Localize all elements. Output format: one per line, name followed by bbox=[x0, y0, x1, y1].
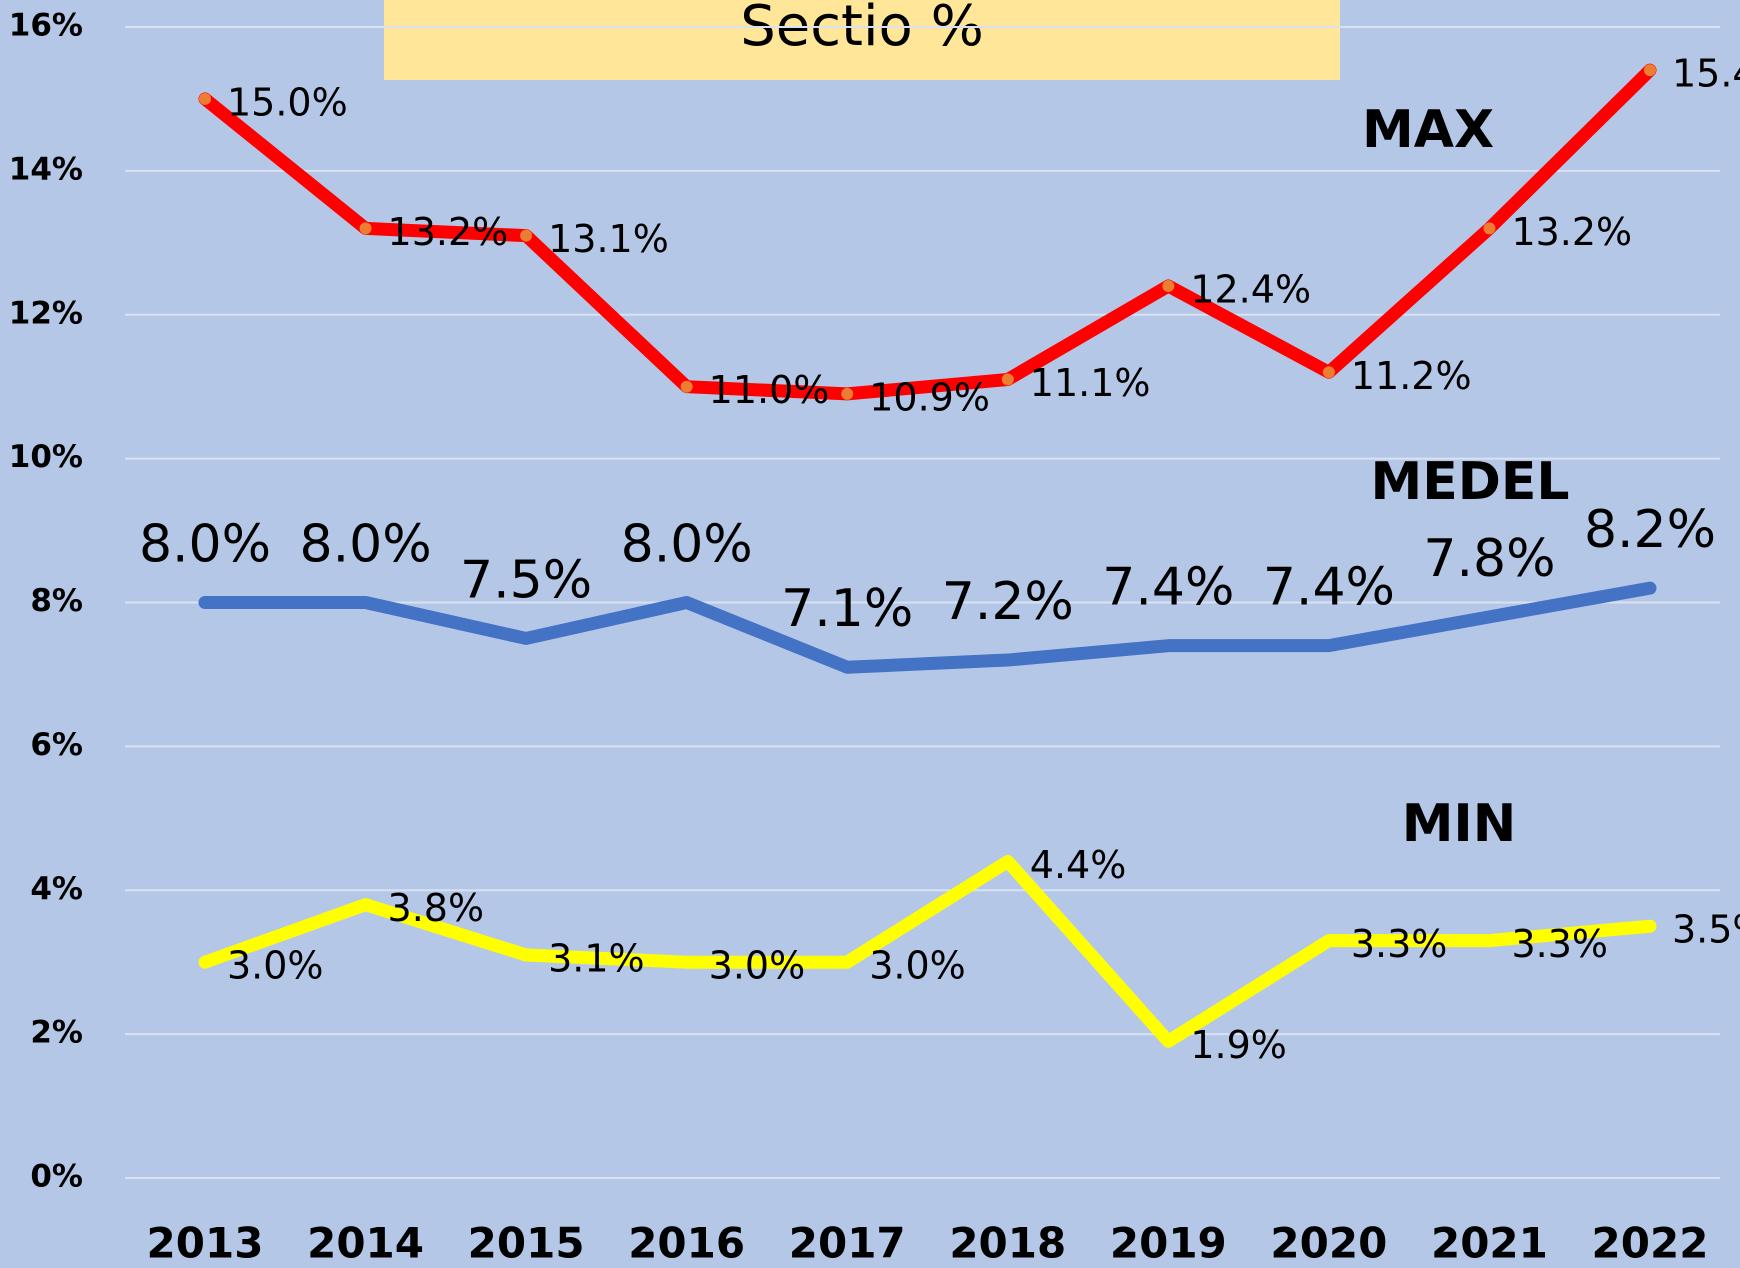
data-label: 13.1% bbox=[548, 217, 669, 261]
point-marker bbox=[520, 229, 533, 242]
data-label: 3.0% bbox=[869, 944, 966, 988]
point-marker bbox=[1001, 373, 1014, 386]
data-label: 8.0% bbox=[139, 515, 271, 575]
x-tick-label: 2020 bbox=[1270, 1219, 1387, 1268]
y-tick-label: 4% bbox=[30, 871, 83, 907]
series-line bbox=[198, 63, 1657, 401]
y-tick-label: 0% bbox=[30, 1159, 83, 1195]
data-label: 13.2% bbox=[1511, 210, 1632, 254]
data-label: 8.0% bbox=[621, 515, 753, 575]
data-label: 3.8% bbox=[388, 886, 485, 930]
data-label: 8.2% bbox=[1584, 500, 1716, 560]
data-label: 11.1% bbox=[1030, 361, 1151, 405]
data-label: 7.4% bbox=[1263, 558, 1395, 618]
y-tick-label: 6% bbox=[30, 727, 83, 763]
data-label: 1.9% bbox=[1190, 1023, 1287, 1067]
point-marker bbox=[199, 92, 211, 105]
data-label: 7.8% bbox=[1423, 529, 1555, 589]
point-marker bbox=[1644, 64, 1656, 77]
x-tick-label: 2021 bbox=[1431, 1219, 1548, 1268]
point-marker bbox=[359, 222, 372, 235]
data-label: 13.2% bbox=[388, 210, 509, 254]
y-tick-label: 2% bbox=[30, 1015, 83, 1051]
y-tick-label: 12% bbox=[9, 295, 83, 331]
point-marker bbox=[1322, 366, 1335, 379]
x-tick-label: 2022 bbox=[1592, 1219, 1709, 1268]
data-label: 15.4% bbox=[1672, 52, 1740, 96]
x-tick-label: 2019 bbox=[1110, 1219, 1227, 1268]
title-box bbox=[384, 0, 1340, 80]
data-label: 3.0% bbox=[227, 944, 324, 988]
chart-title: Sectio % bbox=[740, 0, 984, 59]
data-label: 15.0% bbox=[227, 80, 348, 124]
y-tick-label: 10% bbox=[9, 439, 83, 475]
data-label: 3.5% bbox=[1672, 908, 1740, 952]
x-tick-label: 2016 bbox=[628, 1219, 745, 1268]
series-line bbox=[198, 581, 1657, 674]
x-tick-label: 2017 bbox=[789, 1219, 906, 1268]
point-marker bbox=[1483, 222, 1496, 235]
data-label: 11.2% bbox=[1351, 354, 1472, 398]
data-label: 3.0% bbox=[709, 944, 806, 988]
data-label: 7.5% bbox=[460, 550, 592, 610]
data-label: 7.1% bbox=[781, 579, 913, 639]
data-label: 4.4% bbox=[1030, 843, 1127, 887]
series-name: MEDEL bbox=[1370, 452, 1569, 512]
data-label: 7.2% bbox=[942, 572, 1074, 632]
y-tick-label: 16% bbox=[9, 8, 83, 44]
point-marker bbox=[680, 380, 693, 393]
point-marker bbox=[1162, 279, 1175, 292]
series-name: MAX bbox=[1362, 100, 1494, 160]
y-tick-label: 14% bbox=[9, 151, 83, 187]
y-tick-label: 8% bbox=[30, 583, 83, 619]
data-label: 12.4% bbox=[1190, 267, 1311, 311]
data-label: 7.4% bbox=[1102, 558, 1234, 618]
data-label: 8.0% bbox=[300, 515, 432, 575]
x-tick-label: 2018 bbox=[949, 1219, 1066, 1268]
series-line bbox=[198, 854, 1657, 1048]
x-tick-label: 2015 bbox=[468, 1219, 585, 1268]
data-label: 3.1% bbox=[548, 936, 645, 980]
data-label: 10.9% bbox=[869, 375, 990, 419]
data-label: 11.0% bbox=[709, 368, 830, 412]
x-tick-label: 2013 bbox=[147, 1219, 264, 1268]
x-tick-label: 2014 bbox=[307, 1219, 424, 1268]
series-name: MIN bbox=[1402, 794, 1517, 854]
data-label: 3.3% bbox=[1351, 922, 1448, 966]
data-label: 3.3% bbox=[1511, 922, 1608, 966]
point-marker bbox=[841, 387, 854, 400]
